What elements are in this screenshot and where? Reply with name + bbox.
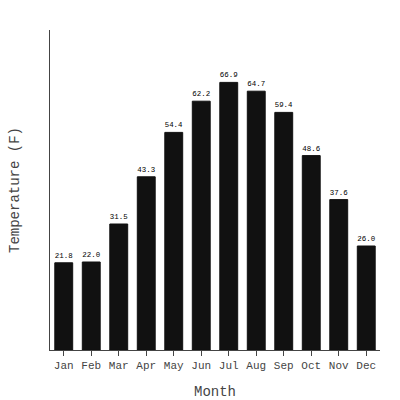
svg-text:Jul: Jul <box>219 360 239 372</box>
svg-text:Month: Month <box>194 384 236 400</box>
svg-text:22.0: 22.0 <box>82 251 100 259</box>
svg-text:26.0: 26.0 <box>357 235 375 243</box>
svg-text:Feb: Feb <box>81 360 101 372</box>
svg-text:Temperature (F): Temperature (F) <box>7 127 23 253</box>
svg-text:54.4: 54.4 <box>165 121 183 129</box>
svg-text:21.8: 21.8 <box>55 252 73 260</box>
svg-text:Nov: Nov <box>329 360 349 372</box>
svg-text:64.7: 64.7 <box>247 80 265 88</box>
svg-text:43.3: 43.3 <box>137 166 155 174</box>
svg-text:May: May <box>164 360 184 372</box>
svg-text:37.6: 37.6 <box>330 189 348 197</box>
svg-text:48.6: 48.6 <box>302 145 320 153</box>
svg-text:Jun: Jun <box>191 360 211 372</box>
svg-text:Mar: Mar <box>109 360 129 372</box>
svg-text:Aug: Aug <box>246 360 266 372</box>
svg-text:59.4: 59.4 <box>275 101 293 109</box>
svg-text:Oct: Oct <box>301 360 321 372</box>
svg-text:Apr: Apr <box>136 360 156 372</box>
svg-text:66.9: 66.9 <box>220 71 238 79</box>
svg-text:62.2: 62.2 <box>192 90 210 98</box>
svg-text:Jan: Jan <box>54 360 74 372</box>
svg-text:Sep: Sep <box>274 360 294 372</box>
svg-text:31.5: 31.5 <box>110 213 128 221</box>
svg-text:Dec: Dec <box>356 360 376 372</box>
